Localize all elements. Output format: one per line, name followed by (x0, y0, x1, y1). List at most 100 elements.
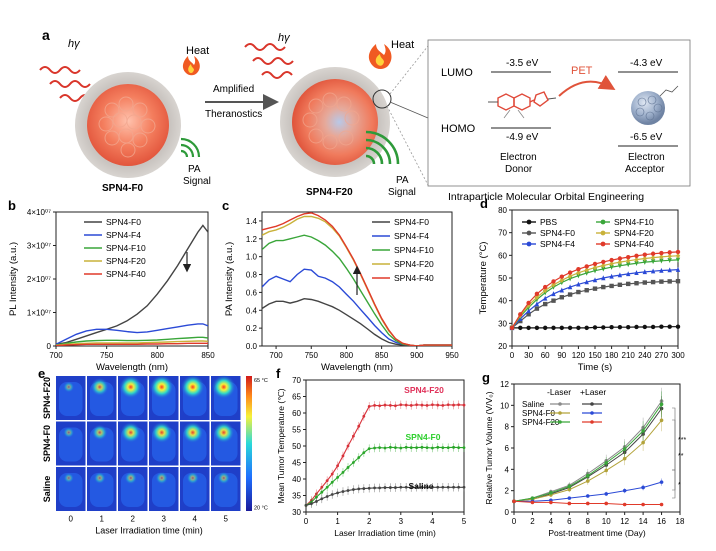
data-point (576, 289, 581, 295)
data-point (346, 466, 350, 469)
data-point (601, 266, 606, 272)
x-tick-label: 5 (462, 517, 467, 526)
acceptor-label-2: Acceptor (625, 164, 665, 175)
data-point (650, 259, 656, 265)
x-tick-label: 12 (620, 517, 629, 526)
data-point (675, 257, 681, 263)
data-point (436, 403, 440, 407)
data-point (634, 261, 639, 266)
data-point (362, 414, 366, 418)
hv-label-1: hγ (68, 38, 81, 50)
hotspot (63, 381, 75, 393)
data-point (622, 502, 627, 507)
hotspot (149, 375, 174, 399)
data-point (383, 446, 387, 450)
data-point (431, 403, 434, 407)
data-point (626, 271, 631, 277)
chart-d: 0 30 60 90 120 150 180 210 240 270 300 20 30 40 50 60 70… (478, 196, 685, 373)
data-point (641, 429, 645, 433)
data-point (325, 479, 329, 483)
data-point (526, 312, 531, 317)
data-point (373, 446, 376, 450)
data-point (352, 461, 355, 464)
data-point (634, 281, 639, 286)
data-point (576, 270, 581, 276)
legend-label: SPN4-F0 (522, 409, 555, 418)
x-tick-label: 14 (639, 517, 648, 526)
x-tick-label: 2 (131, 515, 136, 524)
mouse-body (59, 473, 83, 507)
x-tick-label: 270 (655, 351, 669, 360)
series-line-spn4-f20 (56, 340, 208, 346)
legend-marker (590, 402, 594, 406)
data-point (675, 324, 681, 329)
x-tick-label: 750 (100, 351, 114, 360)
data-point (346, 489, 350, 492)
legend-marker (600, 230, 606, 236)
x-tick-label: 150 (588, 351, 602, 360)
y-tick-label: 2×10⁰⁷ (27, 275, 51, 284)
hotspot (180, 375, 205, 399)
row-label: Saline (42, 476, 52, 503)
panel-label: e (38, 366, 45, 381)
data-point (659, 418, 664, 423)
x-tick-label: 4 (193, 515, 198, 524)
data-point (309, 502, 313, 506)
light-wave-icon (244, 43, 286, 51)
data-point (551, 325, 556, 331)
data-point (650, 254, 656, 261)
x-axis-label: Laser Irradiation time (min) (334, 528, 436, 538)
x-tick-label: 1 (100, 515, 105, 524)
data-point (617, 272, 623, 278)
data-point (551, 298, 556, 303)
data-point (576, 273, 581, 279)
pa-signal-icon (180, 137, 201, 158)
data-point (667, 258, 672, 264)
data-point (441, 446, 445, 450)
data-point (609, 264, 614, 270)
data-point (336, 491, 339, 495)
panel-a-label: a (42, 27, 50, 43)
hotspot (120, 422, 142, 443)
data-point (626, 281, 631, 287)
data-point (543, 295, 548, 301)
y-tick-label: 0.6 (246, 288, 258, 297)
acceptor-homo-value: -6.5 eV (630, 132, 663, 143)
data-point (362, 487, 366, 490)
orbital-caption: Intraparticle Molecular Orbital Engineer… (448, 191, 644, 203)
data-point (415, 403, 418, 407)
y-tick-label: 30 (498, 319, 507, 328)
data-point (336, 464, 339, 468)
data-point (585, 494, 590, 498)
significance-mark: * (678, 482, 681, 489)
data-point (634, 324, 639, 330)
data-point (420, 403, 424, 407)
flame-icon (368, 44, 392, 69)
acceptor-sidechain (659, 85, 679, 97)
y-tick-label: 45 (292, 459, 301, 468)
np1-name: SPN4-F0 (102, 183, 144, 194)
plot-frame (261, 211, 453, 347)
data-point (457, 485, 461, 489)
data-point (330, 480, 334, 484)
data-point (388, 445, 392, 449)
data-point (530, 500, 535, 505)
data-point (404, 403, 408, 407)
zoom-line (389, 45, 429, 95)
data-point (325, 485, 329, 489)
x-tick-label: 2 (530, 517, 535, 526)
data-point (642, 324, 647, 330)
data-point (526, 300, 531, 306)
data-point (609, 283, 614, 289)
data-point (559, 277, 564, 283)
data-point (585, 501, 590, 506)
donor-label-2: Donor (505, 164, 533, 175)
data-point (452, 485, 455, 489)
homo-label: HOMO (441, 123, 476, 135)
data-point (567, 273, 573, 279)
legend-label: SPN4-F10 (106, 243, 146, 253)
legend-marker (600, 241, 606, 247)
row-label: SPN4-F20 (42, 377, 52, 419)
pet-arrow (558, 75, 616, 97)
y-tick-label: 70 (292, 376, 301, 385)
